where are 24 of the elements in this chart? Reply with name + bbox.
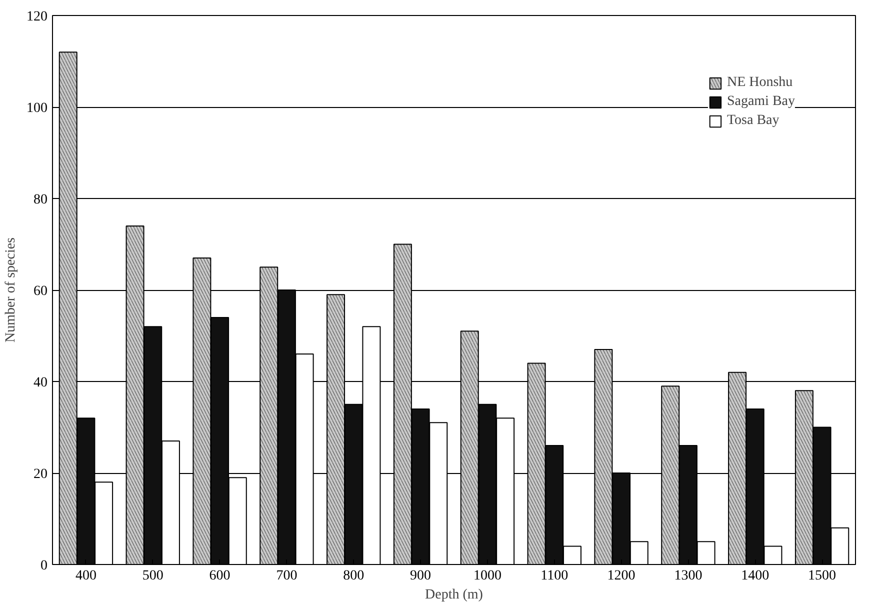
legend-label: Tosa Bay bbox=[726, 113, 780, 129]
x-tick-label: 1100 bbox=[540, 568, 568, 584]
x-tick-label: 500 bbox=[142, 568, 164, 584]
y-axis-title: Number of species bbox=[4, 238, 18, 342]
legend-label: NE Honshu bbox=[726, 75, 793, 91]
y-tick-label: 0 bbox=[40, 558, 48, 574]
x-tick-label: 1000 bbox=[473, 568, 502, 584]
x-axis-title: Depth (m) bbox=[425, 588, 484, 602]
y-tick-label: 120 bbox=[26, 10, 48, 24]
x-tick-label: 400 bbox=[75, 568, 96, 584]
x-tick-label: 700 bbox=[276, 568, 298, 584]
x-tick-label: 1400 bbox=[741, 568, 770, 584]
x-tick-label: 1300 bbox=[674, 568, 702, 584]
legend-label: Sagami Bay bbox=[726, 94, 795, 110]
y-tick-label: 100 bbox=[26, 101, 48, 116]
y-tick-label: 40 bbox=[34, 376, 48, 390]
x-tick-label: 900 bbox=[410, 568, 432, 584]
y-tick-label: 80 bbox=[34, 192, 48, 208]
x-tick-label: 1500 bbox=[808, 568, 836, 584]
x-tick-label: 800 bbox=[343, 568, 364, 584]
y-tick-label: 20 bbox=[34, 467, 48, 482]
x-tick-label: 1200 bbox=[607, 568, 636, 584]
x-tick-label: 600 bbox=[209, 568, 230, 584]
y-tick-label: 60 bbox=[34, 284, 48, 299]
